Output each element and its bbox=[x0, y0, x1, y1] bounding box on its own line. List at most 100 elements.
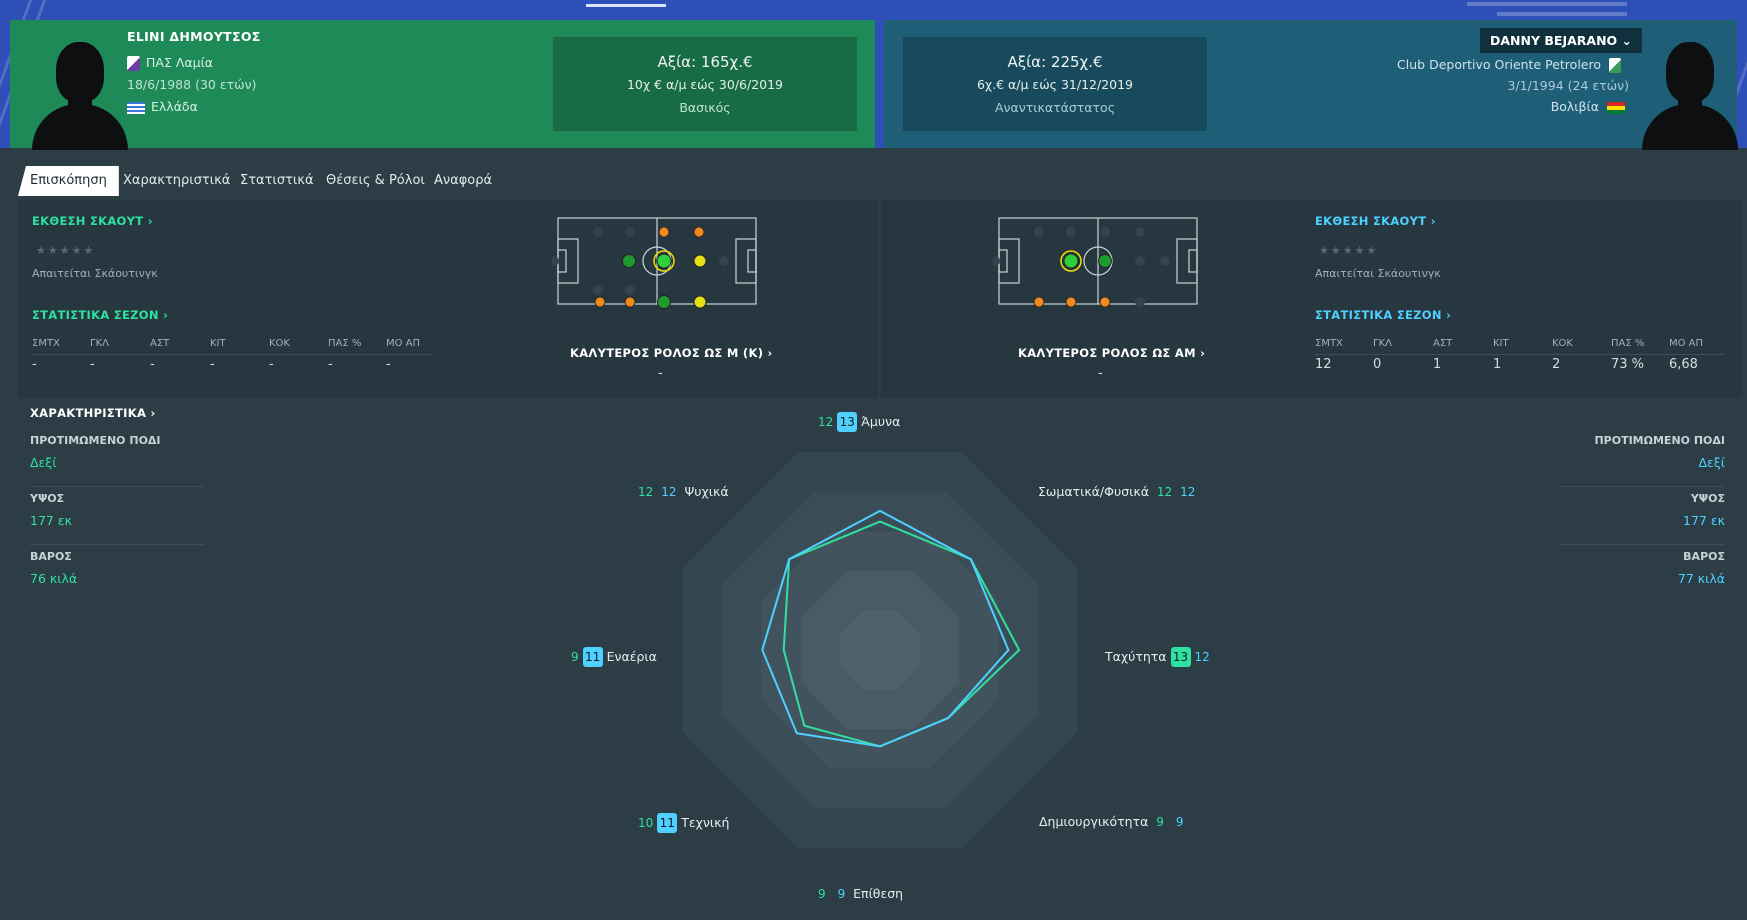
left-player-nation-label: Ελλάδα bbox=[151, 99, 198, 114]
stat-value: - bbox=[32, 357, 37, 372]
left-height-value: 177 εκ bbox=[30, 513, 72, 528]
radar-ring bbox=[840, 610, 920, 690]
radar-axis-name: Δημιουργικότητα bbox=[1039, 814, 1149, 829]
radar-label-enaeria: 9 11 Εναέρια bbox=[571, 647, 657, 667]
bolivia-flag-icon bbox=[1607, 101, 1625, 114]
tab-statistics[interactable]: Στατιστικά bbox=[240, 173, 314, 188]
radar-value-left: 9 bbox=[1156, 815, 1164, 829]
stat-header: ΑΣΤ bbox=[1433, 338, 1453, 349]
left-best-role-link[interactable]: ΚΑΛΥΤΕΡΟΣ ΡΟΛΟΣ ΩΣ Μ (Κ) › bbox=[570, 346, 773, 360]
radar-axis-name: Άμυνα bbox=[861, 414, 901, 429]
radar-label-somatika: Σωματικά/Φυσικά 12 12 bbox=[1038, 484, 1195, 499]
stat-header: ΓΚΛ bbox=[1373, 338, 1392, 349]
left-foot-value: Δεξί bbox=[30, 455, 57, 470]
radar-axis-name: Εναέρια bbox=[606, 649, 657, 664]
stat-header: ΚΙΤ bbox=[1493, 338, 1509, 349]
left-best-role-title: ΚΑΛΥΤΕΡΟΣ ΡΟΛΟΣ ΩΣ Μ (Κ) bbox=[570, 346, 764, 360]
left-season-stats-link[interactable]: ΣΤΑΤΙΣΤΙΚΑ ΣΕΖΟΝ › bbox=[32, 308, 169, 322]
right-player-status: Αναντικατάστατος bbox=[994, 100, 1116, 115]
divider bbox=[1315, 354, 1725, 355]
right-scout-report-link[interactable]: ΕΚΘΕΣΗ ΣΚΑΟΥΤ › bbox=[1315, 214, 1436, 228]
stat-value: - bbox=[150, 357, 155, 372]
radar-value-right: 12 bbox=[1180, 485, 1196, 499]
left-player-value: Αξία: 165χ.€ bbox=[657, 53, 753, 71]
left-foot-label: ΠΡΟΤΙΜΩΜΕΝΟ ΠΟΔΙ bbox=[30, 434, 161, 447]
stat-value: - bbox=[90, 357, 95, 372]
radar-value-left: 12 bbox=[1156, 485, 1173, 499]
right-player-nation: Βολιβία bbox=[1551, 99, 1625, 114]
right-overview-panel: ΚΑΛΥΤΕΡΟΣ ΡΟΛΟΣ ΩΣ ΑΜ › - ΕΚΘΕΣΗ ΣΚΑΟΥΤ … bbox=[881, 200, 1741, 398]
radar-axis-name: Τεχνική bbox=[681, 815, 730, 830]
tab-positions-roles[interactable]: Θέσεις & Ρόλοι bbox=[326, 173, 425, 188]
radar-axis-name: Ψυχικά bbox=[684, 484, 729, 499]
divider bbox=[32, 354, 432, 355]
right-height-label: ΥΨΟΣ bbox=[1690, 492, 1725, 505]
tab-overview[interactable]: Επισκόπηση bbox=[18, 166, 119, 196]
left-player-name[interactable]: ELINI ΔΗΜΟΥΤΣΟΣ bbox=[127, 29, 261, 44]
radar-value-right: 12 bbox=[661, 485, 677, 499]
right-player-contract: 6χ.€ α/μ εώς 31/12/2019 bbox=[976, 77, 1134, 92]
decor-stripe bbox=[1497, 12, 1627, 16]
right-player-dob: 3/1/1994 (24 ετών) bbox=[1507, 78, 1629, 93]
left-scout-note: Απαιτείται Σκάουτινγκ bbox=[32, 267, 158, 280]
radar-axis-name: Ταχύτητα bbox=[1105, 649, 1167, 664]
stat-header: ΑΣΤ bbox=[150, 338, 170, 349]
stat-header: ΚΙΤ bbox=[210, 338, 226, 349]
right-weight-label: ΒΑΡΟΣ bbox=[1683, 550, 1725, 563]
left-player-dob: 18/6/1988 (30 ετών) bbox=[127, 77, 257, 92]
left-player-status: Βασικός bbox=[679, 100, 731, 115]
right-player-club[interactable]: Club Deportivo Oriente Petrolero bbox=[1397, 57, 1621, 73]
right-player-value: Αξία: 225χ.€ bbox=[1007, 53, 1103, 71]
right-season-stats-link[interactable]: ΣΤΑΤΙΣΤΙΚΑ ΣΕΖΟΝ › bbox=[1315, 308, 1452, 322]
stat-header: ΜΟ ΑΠ bbox=[386, 338, 421, 349]
right-best-role-link[interactable]: ΚΑΛΥΤΕΡΟΣ ΡΟΛΟΣ ΩΣ ΑΜ › bbox=[1018, 346, 1206, 360]
left-player-card: ELINI ΔΗΜΟΥΤΣΟΣ ΠΑΣ Λαμία 18/6/1988 (30 … bbox=[10, 20, 875, 150]
right-scout-stars: ★★★★★ bbox=[1319, 244, 1379, 257]
right-scout-note: Απαιτείται Σκάουτινγκ bbox=[1315, 267, 1441, 280]
divider bbox=[1560, 544, 1725, 545]
stat-header: ΚΟΚ bbox=[1552, 338, 1573, 349]
left-position-pitch bbox=[552, 217, 757, 309]
radar-axis-name: Επίθεση bbox=[853, 886, 904, 901]
radar-value-right: 11 bbox=[657, 813, 678, 833]
right-value-box: Αξία: 225χ.€ 6χ.€ α/μ εώς 31/12/2019 Ανα… bbox=[903, 37, 1207, 131]
right-player-name: DANNY BEJARANO bbox=[1490, 33, 1618, 48]
stat-header: ΓΚΛ bbox=[90, 338, 109, 349]
left-scout-report-link[interactable]: ΕΚΘΕΣΗ ΣΚΑΟΥΤ › bbox=[32, 214, 153, 228]
stat-value: - bbox=[269, 357, 274, 372]
stat-value: 12 bbox=[1315, 357, 1332, 372]
left-player-club[interactable]: ΠΑΣ Λαμία bbox=[127, 55, 213, 71]
left-scout-stars: ★★★★★ bbox=[36, 244, 96, 257]
club-crest-icon bbox=[1609, 58, 1621, 73]
right-best-role-value: - bbox=[1098, 366, 1103, 381]
radar-label-amyna: 12 13 Άμυνα bbox=[818, 412, 900, 432]
stat-header: ΜΟ ΑΠ bbox=[1669, 338, 1704, 349]
club-crest-icon bbox=[127, 56, 140, 71]
radar-label-texniki: 10 11 Τεχνική bbox=[638, 813, 729, 833]
radar-value-left: 9 bbox=[818, 887, 826, 901]
right-weight-value: 77 κιλά bbox=[1677, 571, 1725, 586]
divider bbox=[1560, 486, 1725, 487]
tab-attributes[interactable]: Χαρακτηριστικά bbox=[123, 173, 231, 188]
stat-header: ΠΑΣ % bbox=[1611, 338, 1645, 349]
right-foot-label: ΠΡΟΤΙΜΩΜΕΝΟ ΠΟΔΙ bbox=[1594, 434, 1725, 447]
left-weight-value: 76 κιλά bbox=[30, 571, 78, 586]
stat-header: ΣΜΤΧ bbox=[1315, 338, 1343, 349]
attributes-link[interactable]: ΧΑΡΑΚΤΗΡΙΣΤΙΚΑ › bbox=[30, 406, 156, 420]
radar-value-right: 9 bbox=[837, 887, 846, 901]
left-player-avatar bbox=[30, 40, 130, 150]
radar-value-left: 12 bbox=[818, 415, 834, 429]
left-weight-label: ΒΑΡΟΣ bbox=[30, 550, 72, 563]
stat-value: 73 % bbox=[1611, 357, 1645, 372]
radar-value-right: 11 bbox=[582, 647, 603, 667]
player-select-dropdown[interactable]: DANNY BEJARANO ⌄ bbox=[1480, 28, 1642, 53]
left-best-role-value: - bbox=[658, 366, 663, 381]
right-position-pitch bbox=[993, 217, 1198, 308]
radar-value-left: 12 bbox=[638, 485, 654, 499]
divider bbox=[30, 544, 205, 545]
radar-value-right: 13 bbox=[837, 412, 858, 432]
right-height-value: 177 εκ bbox=[1683, 513, 1725, 528]
left-height-label: ΥΨΟΣ bbox=[30, 492, 65, 505]
tab-report[interactable]: Αναφορά bbox=[434, 173, 493, 188]
